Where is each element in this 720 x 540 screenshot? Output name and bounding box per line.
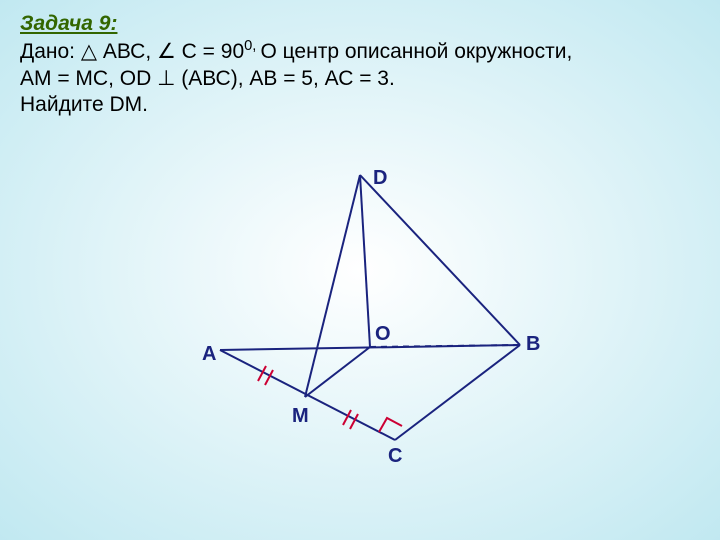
problem-title: Задача 9:	[20, 12, 572, 36]
label-b: В	[526, 333, 540, 356]
tick-mc	[343, 410, 358, 429]
given-prefix: Дано:	[20, 40, 81, 63]
find-line: Найдите DМ.	[20, 93, 572, 117]
label-o: O	[375, 323, 391, 346]
problem-text-block: Задача 9: Дано: △ АВС, ∠ С = 900, О цент…	[20, 12, 572, 119]
given-line-2: АМ = МС, ОD ⊥ (АВС), АВ = 5, АС = 3.	[20, 66, 572, 91]
given-angle-sup: 0,	[244, 38, 260, 54]
label-m: М	[292, 405, 309, 428]
given-triangle: △ АВС,	[81, 40, 157, 63]
tick-am	[258, 366, 273, 385]
side-bc	[395, 345, 520, 440]
segment-do	[360, 175, 370, 347]
geometry-diagram: D O А В М С	[180, 165, 580, 495]
right-angle-c	[379, 418, 402, 432]
given-rest: О центр описанной окружности,	[260, 40, 572, 63]
label-c: С	[388, 445, 402, 468]
given-angle: ∠ С = 90	[157, 40, 244, 63]
given-line-1: Дано: △ АВС, ∠ С = 900, О центр описанно…	[20, 38, 572, 64]
label-d: D	[373, 167, 387, 190]
segment-db	[360, 175, 520, 345]
label-a: А	[202, 343, 216, 366]
segment-dm	[305, 175, 360, 397]
